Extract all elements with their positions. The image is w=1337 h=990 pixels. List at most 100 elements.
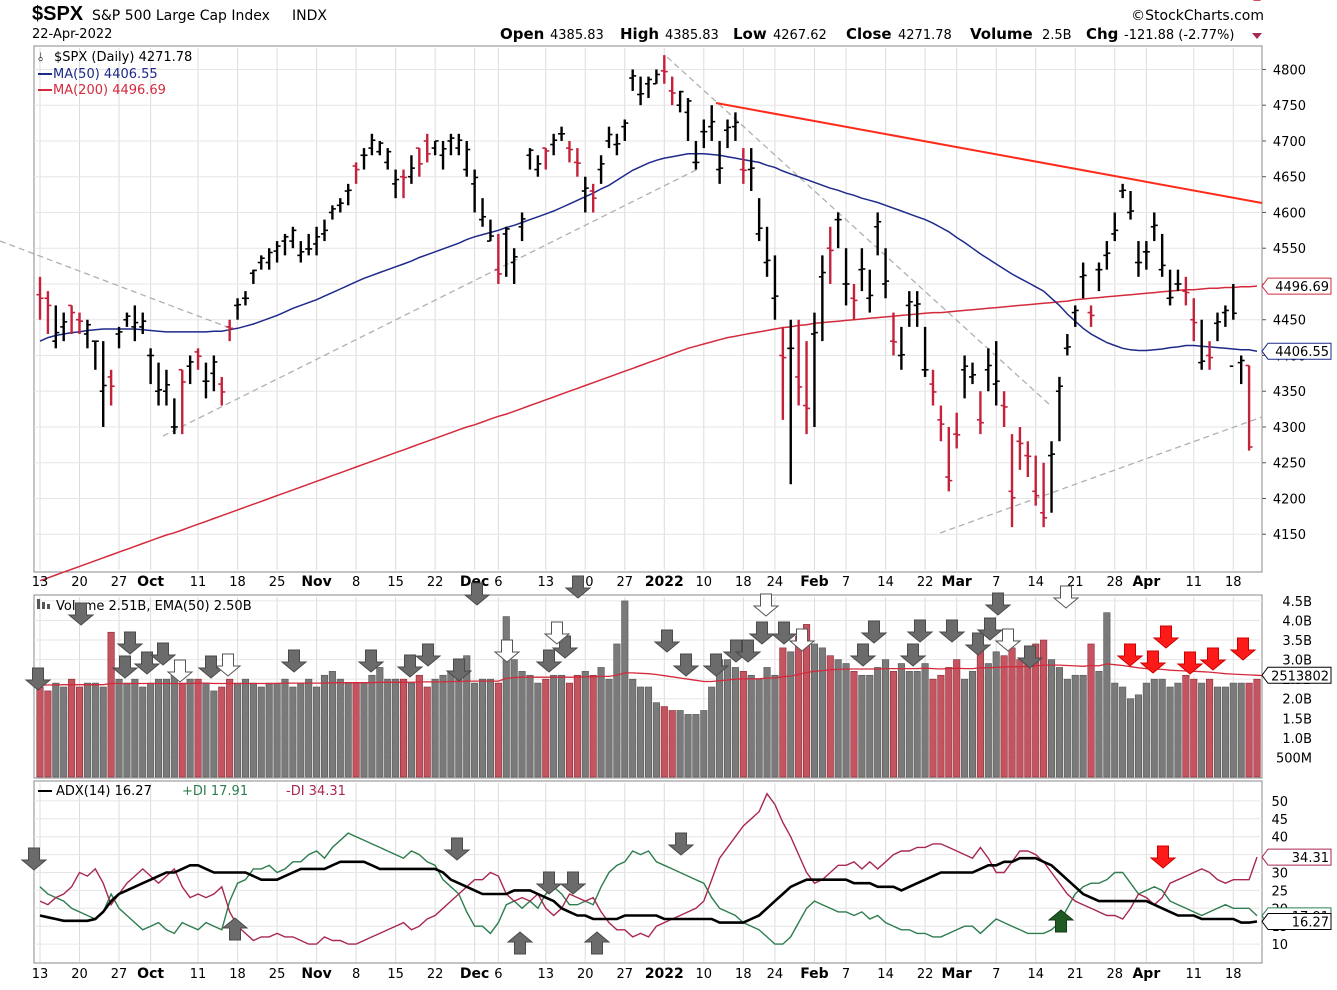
down-arrow-icon bbox=[667, 832, 695, 856]
ohlc-bar bbox=[328, 205, 336, 220]
x-tick-label: 20 bbox=[71, 967, 88, 982]
volume-bar bbox=[1103, 612, 1111, 778]
price-series bbox=[0, 0, 1263, 582]
ohlc-bar bbox=[787, 319, 795, 485]
volume-bar bbox=[154, 678, 163, 778]
volume-bar bbox=[921, 663, 929, 778]
down-arrow-icon bbox=[564, 575, 592, 599]
volume-last-tag-box bbox=[1261, 666, 1332, 684]
y-tick-label: 4.0B bbox=[1282, 614, 1312, 629]
legend-ma200: MA(200) 4496.69 bbox=[53, 83, 166, 98]
high-value: 4385.83 bbox=[665, 28, 719, 43]
down-arrow-icon bbox=[672, 653, 700, 677]
x-tick-label: 22 bbox=[427, 967, 444, 982]
volume-bar bbox=[202, 682, 210, 778]
ohlc-bar bbox=[1190, 298, 1198, 342]
down-arrow-icon bbox=[748, 621, 776, 645]
dashed-trendline bbox=[666, 56, 1051, 406]
x-tick-label: 10 bbox=[696, 575, 713, 590]
volume-bar bbox=[52, 682, 60, 778]
legend-ma50: MA(50) 4406.55 bbox=[53, 67, 158, 82]
volume-bar bbox=[526, 674, 534, 778]
volume-icon bbox=[37, 599, 40, 609]
down-arrow-icon bbox=[463, 582, 491, 606]
down-arrow-icon bbox=[899, 643, 927, 667]
volume-bar bbox=[897, 663, 905, 778]
volume-last-tag: 2513802 bbox=[1261, 666, 1332, 684]
volume-bar bbox=[218, 686, 226, 778]
volume-bar bbox=[834, 659, 842, 778]
y-tick-label: 3.0B bbox=[1282, 654, 1312, 669]
volume-bar bbox=[700, 710, 708, 778]
volume-bar bbox=[471, 682, 479, 778]
ma50-last-tag: 4406.55 bbox=[1261, 342, 1332, 360]
y-tick-label: 4600 bbox=[1273, 206, 1306, 221]
ohlc-bar bbox=[858, 248, 866, 292]
volume-bar bbox=[273, 682, 281, 778]
volume-bar bbox=[1221, 686, 1229, 778]
volume-legend: Volume 2.51B, EMA(50) 2.50B bbox=[37, 599, 252, 614]
ohlc-bar bbox=[218, 376, 226, 406]
x-tick-label: 10 bbox=[696, 967, 713, 982]
outline-down-arrow-icon bbox=[788, 628, 816, 652]
x-tick-label: 18 bbox=[1225, 575, 1242, 590]
adx-line bbox=[39, 856, 1258, 924]
x-tick-label: 28 bbox=[1106, 967, 1123, 982]
ma200-last-tag-text: 4496.69 bbox=[1275, 280, 1329, 295]
ohlc-bar bbox=[400, 169, 408, 199]
ma50-last-tag-text: 4406.55 bbox=[1275, 345, 1329, 360]
ohlc-bar bbox=[131, 305, 139, 342]
volume-bar bbox=[44, 690, 52, 778]
ohlc-bar bbox=[889, 312, 897, 356]
volume-bar bbox=[1032, 643, 1040, 778]
ohlc-bar bbox=[510, 248, 518, 284]
ohlc-bar bbox=[1237, 355, 1245, 385]
ohlc-bar bbox=[1079, 262, 1087, 299]
down-arrow-icon bbox=[860, 620, 888, 644]
volume-bar bbox=[494, 682, 502, 778]
volume-bar bbox=[716, 659, 724, 778]
volume-bar bbox=[313, 686, 321, 778]
ohlc-bar bbox=[170, 398, 178, 435]
brand-watermark[interactable]: ©StockCharts.com bbox=[1131, 8, 1264, 24]
x-tick-label: 13 bbox=[537, 967, 554, 982]
volume-bar bbox=[534, 682, 542, 778]
volume-bar bbox=[423, 686, 431, 778]
pdi-line bbox=[39, 832, 1258, 945]
chart-symbol: $SPX bbox=[32, 3, 84, 25]
ohlc-bar bbox=[534, 155, 542, 177]
down-arrow-icon bbox=[984, 592, 1012, 616]
x-tick-label: 18 bbox=[229, 967, 246, 982]
ohlc-bar bbox=[1213, 312, 1221, 342]
volume-bar bbox=[953, 659, 961, 778]
dashed-trendline bbox=[0, 240, 231, 329]
x-tick-label: 22 bbox=[427, 575, 444, 590]
volume-bar bbox=[131, 678, 139, 778]
volume-bar bbox=[968, 671, 977, 778]
x-tick-label: 22 bbox=[917, 575, 934, 590]
volume-bar bbox=[1024, 655, 1032, 778]
volume-bar bbox=[305, 678, 313, 778]
volume-bar bbox=[502, 616, 510, 778]
ohlc-bar bbox=[1134, 241, 1142, 277]
volume-bar bbox=[629, 678, 637, 778]
ohlc-bar bbox=[637, 76, 645, 106]
ohlc-bar bbox=[834, 212, 842, 249]
down-arrow-icon bbox=[734, 639, 762, 663]
close-value: 4271.78 bbox=[898, 28, 952, 43]
volume-bar bbox=[1127, 698, 1135, 778]
open-value: 4385.83 bbox=[550, 28, 604, 43]
ohlc-bar bbox=[597, 155, 605, 184]
volume-bar bbox=[739, 671, 747, 778]
ohlc-bar bbox=[645, 76, 652, 99]
ohlc-bar bbox=[684, 98, 692, 141]
volume-bar bbox=[241, 678, 250, 778]
volume-bar bbox=[415, 674, 423, 778]
volume-bar bbox=[723, 659, 732, 778]
volume-bar bbox=[866, 674, 874, 778]
ohlc-bar bbox=[613, 133, 621, 156]
x-tick-label: 8 bbox=[352, 575, 360, 590]
ohlc-bar bbox=[1206, 341, 1214, 370]
volume-bar bbox=[858, 674, 866, 778]
down-arrow-icon bbox=[67, 602, 95, 626]
